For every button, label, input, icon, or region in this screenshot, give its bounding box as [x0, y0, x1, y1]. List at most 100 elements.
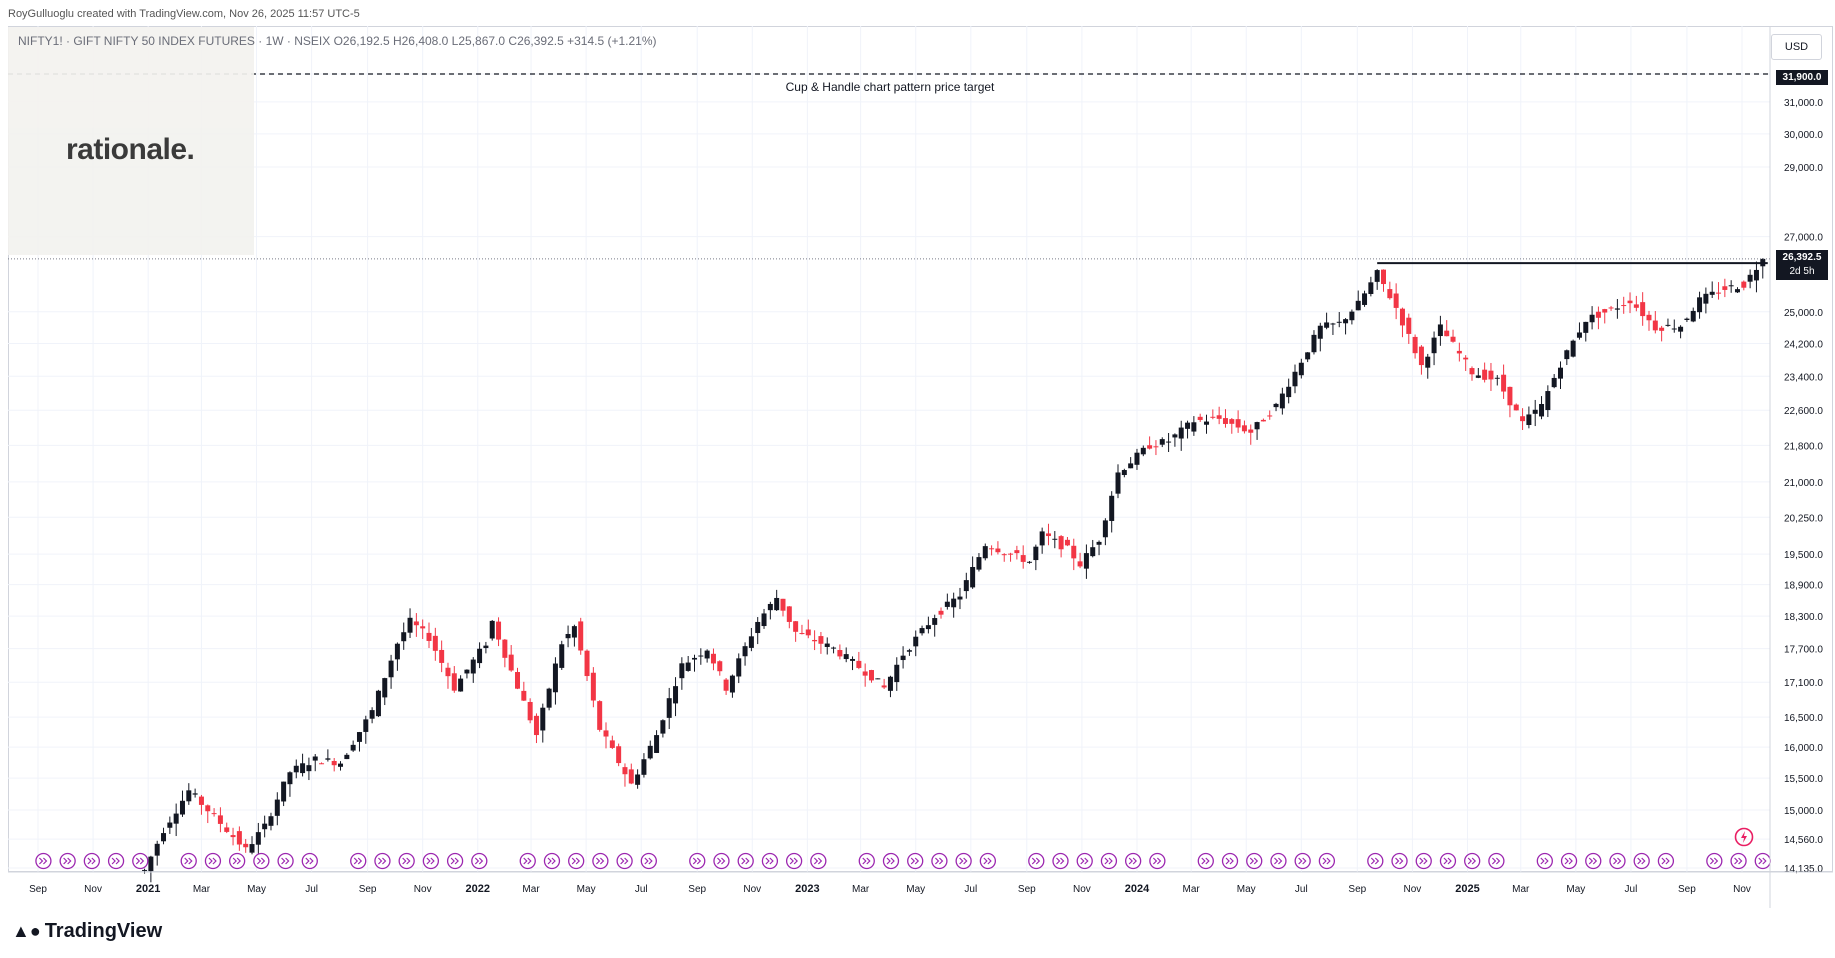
event-arrow-icon[interactable] — [1318, 852, 1336, 870]
event-arrow-icon[interactable] — [1730, 852, 1747, 870]
candle — [1722, 278, 1728, 298]
event-arrow-icon[interactable] — [1197, 852, 1214, 870]
event-arrow-icon[interactable] — [422, 852, 440, 870]
event-arrow-icon[interactable] — [1488, 852, 1505, 870]
event-arrow-icon[interactable] — [1560, 852, 1578, 870]
event-arrow-icon[interactable] — [543, 852, 561, 870]
event-arrow-icon[interactable] — [1052, 852, 1069, 870]
event-arrow-icon[interactable] — [1294, 852, 1311, 870]
candle-body — [306, 765, 312, 772]
candle-layer — [142, 258, 1766, 883]
x-tick-label: May — [1237, 884, 1256, 895]
event-circle — [979, 852, 997, 870]
candle — [198, 794, 204, 815]
candle-body — [1083, 553, 1089, 569]
candle-body — [533, 715, 539, 736]
event-arrow-icon[interactable] — [1100, 852, 1118, 870]
event-arrow-icon[interactable] — [83, 852, 101, 870]
event-arrow-icon[interactable] — [1706, 852, 1723, 870]
event-arrow-icon[interactable] — [1391, 852, 1408, 870]
candle-body — [774, 597, 780, 611]
candle — [369, 707, 375, 724]
event-arrow-icon[interactable] — [592, 852, 609, 870]
symbol-legend[interactable]: NIFTY1! · GIFT NIFTY 50 INDEX FUTURES · … — [18, 34, 657, 48]
event-arrow-icon[interactable] — [253, 852, 270, 870]
event-arrow-icon[interactable] — [1585, 852, 1602, 870]
event-arrow-icon[interactable] — [907, 852, 924, 870]
candle-body — [464, 669, 470, 674]
candle-body — [584, 650, 590, 677]
event-arrow-icon[interactable] — [350, 852, 367, 870]
candle — [1153, 440, 1159, 456]
y-tick-label: 31,000.0 — [1784, 98, 1823, 109]
event-arrow-icon[interactable] — [1633, 852, 1650, 870]
event-arrow-icon[interactable] — [519, 852, 536, 870]
event-arrow-icon[interactable] — [374, 852, 391, 870]
price-target-annotation[interactable]: Cup & Handle chart pattern price target — [785, 80, 995, 94]
event-arrow-icon[interactable] — [1246, 852, 1263, 870]
candle-body — [1115, 472, 1121, 494]
candle — [609, 735, 615, 750]
event-arrow-icon[interactable] — [228, 852, 246, 870]
currency-selector[interactable]: USD — [1771, 34, 1822, 60]
event-chevrons — [571, 857, 581, 865]
candle-body — [1399, 308, 1405, 326]
event-arrow-icon[interactable] — [761, 852, 779, 870]
event-arrow-icon[interactable] — [1270, 852, 1287, 870]
event-chevrons — [1274, 857, 1283, 865]
event-arrow-icon[interactable] — [1367, 852, 1384, 870]
candle — [1652, 311, 1658, 334]
event-arrow-icon[interactable] — [301, 852, 318, 870]
event-arrow-icon[interactable] — [277, 852, 294, 870]
event-arrow-icon[interactable] — [616, 852, 633, 870]
event-arrow-icon[interactable] — [785, 852, 803, 870]
event-arrow-icon[interactable] — [640, 852, 657, 870]
event-arrow-icon[interactable] — [1415, 852, 1432, 870]
event-arrow-icon[interactable] — [1028, 852, 1045, 870]
event-arrow-icon[interactable] — [1124, 852, 1142, 870]
event-arrow-icon[interactable] — [1439, 852, 1457, 870]
event-arrow-icon[interactable] — [713, 852, 730, 870]
event-arrow-icon[interactable] — [931, 852, 948, 870]
event-arrow-icon[interactable] — [180, 852, 197, 870]
candle-body — [837, 650, 843, 657]
event-arrow-icon[interactable] — [1657, 852, 1675, 870]
candle — [1292, 364, 1298, 394]
event-circle — [882, 852, 900, 870]
event-arrow-icon[interactable] — [398, 852, 415, 870]
event-circle — [955, 852, 972, 870]
event-arrow-icon[interactable] — [1149, 852, 1166, 870]
event-arrow-icon[interactable] — [979, 852, 997, 870]
event-arrow-icon[interactable] — [568, 852, 585, 870]
event-arrow-icon[interactable] — [858, 852, 875, 870]
alert-flash-icon[interactable] — [1733, 826, 1755, 848]
event-arrow-icon[interactable] — [882, 852, 900, 870]
event-arrow-icon[interactable] — [204, 852, 222, 870]
x-tick-label: Sep — [359, 884, 377, 895]
tradingview-brand[interactable]: ▲● TradingView — [12, 920, 162, 943]
event-arrow-icon[interactable] — [1609, 852, 1626, 870]
event-arrow-icon[interactable] — [1536, 852, 1553, 870]
event-chevrons — [692, 857, 702, 865]
candle-body — [363, 719, 369, 732]
event-arrow-icon[interactable] — [810, 852, 827, 870]
candle — [1753, 261, 1759, 293]
candle-body — [856, 660, 862, 668]
x-tick-label: 2025 — [1455, 883, 1479, 895]
event-arrow-icon[interactable] — [955, 852, 972, 870]
event-arrow-icon[interactable] — [1076, 852, 1093, 870]
candle-body — [1336, 321, 1342, 323]
event-arrow-icon[interactable] — [737, 852, 754, 870]
event-arrow-icon[interactable] — [689, 852, 706, 870]
candle — [1602, 308, 1608, 324]
event-arrow-icon[interactable] — [446, 852, 464, 870]
event-arrow-icon[interactable] — [1221, 852, 1239, 870]
event-arrow-icon[interactable] — [471, 852, 488, 870]
event-arrow-icon[interactable] — [1464, 852, 1481, 870]
event-arrow-icon[interactable] — [132, 852, 149, 870]
event-arrow-icon[interactable] — [1754, 852, 1771, 870]
event-arrow-icon[interactable] — [59, 852, 76, 870]
event-arrow-icon[interactable] — [35, 852, 52, 870]
event-arrow-icon[interactable] — [107, 852, 125, 870]
